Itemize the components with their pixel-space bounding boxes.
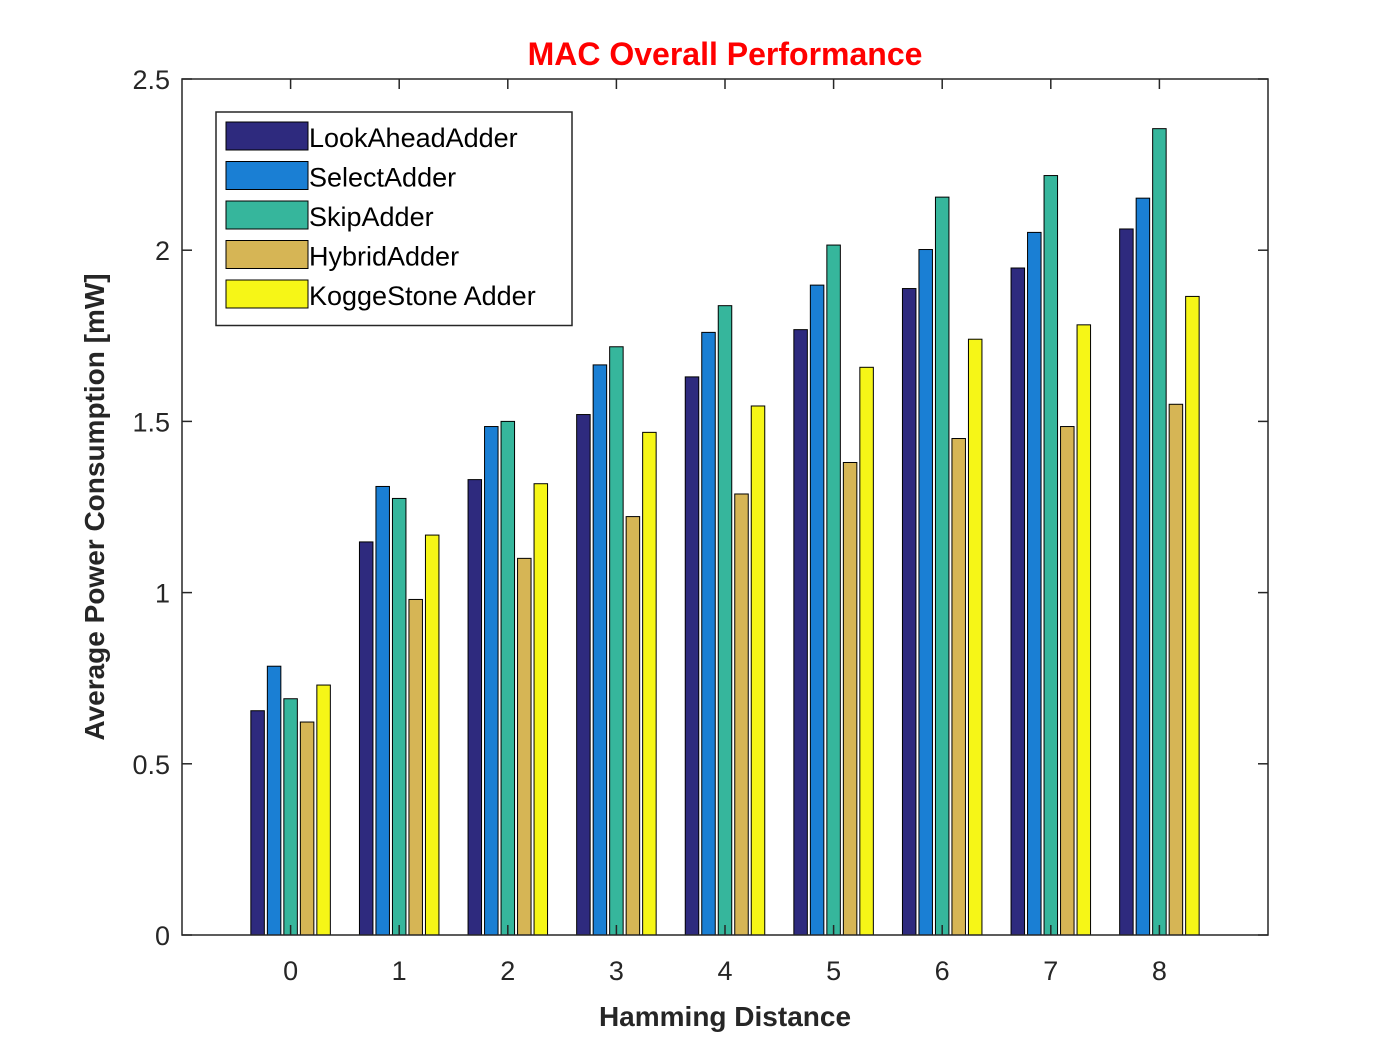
y-tick-labels: 0 0.5 1 1.5 2 2.5 — [132, 65, 170, 951]
bar-skipadder-5 — [826, 244, 841, 936]
legend-swatch — [225, 200, 309, 230]
bar-hybridadder-3 — [625, 516, 641, 936]
bar-lookaheadadder-8 — [1119, 228, 1134, 936]
bar-skipadder-3 — [609, 346, 624, 936]
x-tick-label: 6 — [935, 956, 950, 986]
bar-selectadder-3 — [592, 364, 608, 936]
bar-hybridadder-7 — [1060, 426, 1075, 936]
bar-skipadder-1 — [391, 497, 407, 936]
y-tick-label: 2.5 — [132, 65, 170, 95]
bar-lookaheadadder-0 — [250, 710, 265, 936]
y-axis-title: Average Power Consumption [mW] — [79, 273, 110, 740]
legend-label: SkipAdder — [309, 202, 434, 232]
bar-lookaheadadder-3 — [576, 414, 591, 936]
bar-hybridadder-5 — [842, 461, 858, 936]
x-tick-label: 1 — [392, 956, 407, 986]
chart-title: MAC Overall Performance — [528, 36, 923, 72]
bar-lookaheadadder-4 — [684, 376, 700, 936]
x-tick-label: 7 — [1043, 956, 1058, 986]
bar-lookaheadadder-6 — [901, 288, 917, 936]
bar-hybridadder-1 — [408, 598, 423, 936]
bar-selectadder-1 — [375, 485, 390, 936]
y-tick-label: 0.5 — [132, 750, 170, 780]
bar-lookaheadadder-1 — [358, 541, 374, 936]
y-tick-label: 0 — [155, 921, 170, 951]
y-tick-label: 2 — [155, 236, 170, 266]
bar-koggestone-adder-3 — [642, 431, 657, 936]
bar-skipadder-0 — [283, 698, 298, 936]
x-tick-label: 5 — [826, 956, 841, 986]
bar-skipadder-8 — [1152, 128, 1167, 936]
x-tick-label: 2 — [500, 956, 515, 986]
legend-label: LookAheadAdder — [309, 123, 518, 153]
bar-koggestone-adder-8 — [1185, 295, 1200, 936]
legend: LookAheadAdder SelectAdder SkipAdder Hybrid… — [215, 111, 573, 327]
bar-selectadder-0 — [266, 665, 282, 936]
bars-layer — [250, 128, 1200, 936]
bar-koggestone-adder-7 — [1076, 324, 1092, 936]
bar-koggestone-adder-1 — [424, 534, 440, 936]
legend-label: SelectAdder — [309, 163, 456, 193]
legend-swatch — [225, 161, 309, 190]
legend-label: KoggeStone Adder — [309, 281, 536, 311]
bar-selectadder-6 — [918, 249, 933, 936]
axis-ticks — [182, 78, 1268, 936]
bar-lookaheadadder-7 — [1010, 267, 1026, 936]
y-tick-label: 1.5 — [132, 407, 170, 437]
bar-hybridadder-2 — [517, 557, 532, 936]
bar-selectadder-2 — [484, 426, 499, 936]
x-axis-title: Hamming Distance — [599, 1001, 851, 1032]
bar-koggestone-adder-5 — [859, 366, 874, 936]
bar-koggestone-adder-4 — [750, 405, 766, 936]
bar-lookaheadadder-2 — [467, 479, 483, 936]
bar-skipadder-2 — [500, 420, 516, 936]
x-tick-label: 8 — [1152, 956, 1167, 986]
legend-label: HybridAdder — [309, 242, 459, 272]
legend-swatch — [225, 121, 309, 151]
bar-hybridadder-6 — [951, 438, 966, 936]
legend-swatch — [225, 240, 309, 269]
bar-hybridadder-8 — [1168, 403, 1184, 936]
x-tick-label: 3 — [609, 956, 624, 986]
bar-skipadder-7 — [1043, 175, 1059, 936]
bar-koggestone-adder-0 — [316, 684, 331, 936]
legend-swatch — [225, 279, 309, 309]
x-tick-labels: 0 1 2 3 4 5 6 7 8 — [283, 956, 1167, 986]
bar-koggestone-adder-6 — [967, 338, 983, 936]
bar-selectadder-4 — [701, 331, 716, 936]
y-tick-label: 1 — [155, 579, 170, 609]
bar-hybridadder-4 — [734, 493, 749, 936]
bar-skipadder-4 — [717, 305, 733, 936]
bar-selectadder-8 — [1135, 197, 1151, 936]
x-tick-label: 0 — [283, 956, 298, 986]
bar-selectadder-5 — [809, 284, 825, 936]
bar-koggestone-adder-2 — [533, 483, 549, 936]
bar-lookaheadadder-5 — [793, 329, 808, 936]
bar-hybridadder-0 — [299, 721, 315, 936]
x-tick-label: 4 — [717, 956, 732, 986]
bar-selectadder-7 — [1027, 231, 1042, 936]
bar-skipadder-6 — [934, 196, 950, 936]
